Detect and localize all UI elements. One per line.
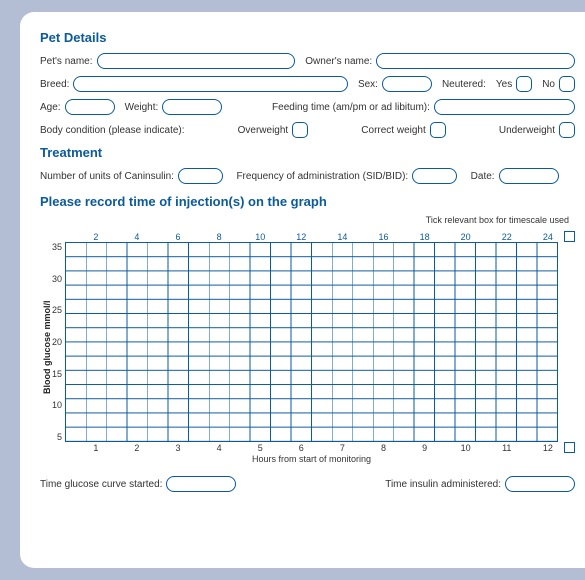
pet-details-title: Pet Details: [40, 30, 575, 45]
age-label: Age:: [40, 102, 61, 113]
breed-input[interactable]: [73, 76, 347, 92]
x-tick-bottom: 9: [414, 443, 435, 453]
freq-input[interactable]: [412, 168, 457, 184]
row-age-weight-feeding: Age: Weight: Feeding time (am/pm or ad l…: [40, 99, 575, 115]
timescale-bottom-checkbox[interactable]: [564, 442, 575, 453]
neutered-no-checkbox[interactable]: [559, 76, 575, 92]
x-tick-bottom: 8: [373, 443, 394, 453]
y-tick: 30: [52, 274, 62, 284]
row-name-owner: Pet's name: Owner's name:: [40, 53, 575, 69]
neutered-label: Neutered:: [442, 79, 486, 90]
row-footer: Time glucose curve started: Time insulin…: [40, 476, 575, 492]
x-tick-top: 2: [86, 232, 107, 242]
owner-name-label: Owner's name:: [305, 56, 372, 67]
x-tick-bottom: 5: [250, 443, 271, 453]
x-tick-top: 22: [497, 232, 518, 242]
x-tick-top: 20: [455, 232, 476, 242]
x-axis-label: Hours from start of monitoring: [65, 454, 558, 464]
x-tick-top: 14: [332, 232, 353, 242]
x-ticks-bottom: 123456789101112: [65, 442, 558, 453]
correct-weight-checkbox[interactable]: [430, 122, 446, 138]
sex-input[interactable]: [382, 76, 432, 92]
x-tick-bottom: 7: [332, 443, 353, 453]
timescale-top-checkbox[interactable]: [564, 231, 575, 242]
weight-input[interactable]: [162, 99, 222, 115]
body-cond-label: Body condition (please indicate):: [40, 125, 185, 136]
y-tick: 25: [52, 305, 62, 315]
neutered-yes-checkbox[interactable]: [516, 76, 532, 92]
weight-label: Weight:: [125, 102, 159, 113]
grid-area: 24681012141618202224 123456789101112 Hou…: [65, 231, 558, 464]
row-breed-sex: Breed: Sex: Neutered: Yes No: [40, 76, 575, 92]
x-tick-bottom: 4: [209, 443, 230, 453]
y-tick: 5: [52, 432, 62, 442]
sex-label: Sex:: [358, 79, 378, 90]
x-tick-top: 18: [414, 232, 435, 242]
x-tick-bottom: 3: [168, 443, 189, 453]
x-tick-top: 6: [168, 232, 189, 242]
graph-title: Please record time of injection(s) on th…: [40, 194, 575, 209]
y-tick: 20: [52, 337, 62, 347]
x-tick-top: 8: [209, 232, 230, 242]
x-tick-bottom: 1: [86, 443, 107, 453]
glucose-started-label: Time glucose curve started:: [40, 479, 162, 490]
pet-name-label: Pet's name:: [40, 56, 93, 67]
form-card: Pet Details Pet's name: Owner's name: Br…: [20, 12, 585, 568]
insulin-admin-label: Time insulin administered:: [385, 479, 501, 490]
glucose-started-input[interactable]: [166, 476, 236, 492]
y-tick: 15: [52, 369, 62, 379]
units-input[interactable]: [178, 168, 223, 184]
x-tick-bottom: 6: [291, 443, 312, 453]
y-tick: 10: [52, 400, 62, 410]
chart-grid: [65, 242, 558, 442]
correct-weight-label: Correct weight: [361, 125, 425, 136]
pet-name-input[interactable]: [97, 53, 296, 69]
date-label: Date:: [471, 171, 495, 182]
underweight-checkbox[interactable]: [559, 122, 575, 138]
x-tick-bottom: 11: [497, 443, 518, 453]
x-tick-bottom: 12: [538, 443, 559, 453]
y-axis-label: Blood glucose mmol/l: [40, 231, 52, 464]
y-ticks: 35 30 25 20 15 10 5: [52, 242, 65, 442]
x-tick-bottom: 2: [127, 443, 148, 453]
x-tick-top: 24: [538, 232, 559, 242]
underweight-label: Underweight: [499, 125, 555, 136]
owner-name-input[interactable]: [376, 53, 575, 69]
feeding-input[interactable]: [434, 99, 575, 115]
insulin-admin-input[interactable]: [505, 476, 575, 492]
timescale-checks: [564, 231, 575, 453]
treatment-title: Treatment: [40, 145, 575, 160]
x-tick-top: 4: [127, 232, 148, 242]
row-body-condition: Body condition (please indicate): Overwe…: [40, 122, 575, 138]
freq-label: Frequency of administration (SID/BID):: [236, 171, 408, 182]
x-ticks-top: 24681012141618202224: [65, 231, 558, 242]
overweight-checkbox[interactable]: [292, 122, 308, 138]
breed-label: Breed:: [40, 79, 69, 90]
y-tick: 35: [52, 242, 62, 252]
feeding-label: Feeding time (am/pm or ad libitum):: [272, 102, 430, 113]
overweight-label: Overweight: [238, 125, 289, 136]
x-tick-top: 12: [291, 232, 312, 242]
tick-note: Tick relevant box for timescale used: [40, 215, 575, 225]
date-input[interactable]: [499, 168, 559, 184]
x-tick-top: 10: [250, 232, 271, 242]
age-input[interactable]: [65, 99, 115, 115]
no-label: No: [542, 79, 555, 90]
graph-container: Blood glucose mmol/l 3530252015105 24681…: [40, 231, 575, 464]
x-tick-top: 16: [373, 232, 394, 242]
x-tick-bottom: 10: [455, 443, 476, 453]
yes-label: Yes: [496, 79, 512, 90]
units-label: Number of units of Caninsulin:: [40, 171, 174, 182]
row-treatment: Number of units of Caninsulin: Frequency…: [40, 168, 575, 184]
